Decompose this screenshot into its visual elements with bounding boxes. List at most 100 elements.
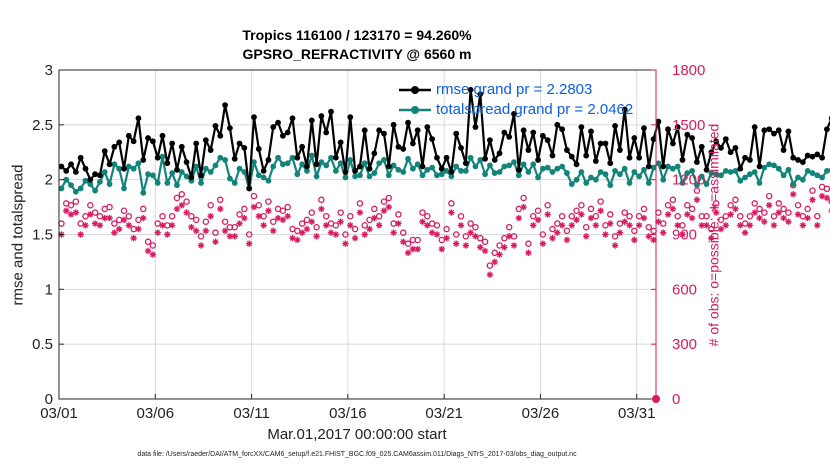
spread-point [804, 167, 811, 174]
obs-possible-point [308, 209, 316, 216]
rmse-point [318, 113, 325, 119]
spread-point [400, 169, 407, 175]
rmse-point [308, 117, 315, 124]
obs-assimilated-point [486, 271, 494, 278]
y-left-tick-label: 3 [45, 62, 53, 79]
spread-point [424, 166, 431, 173]
obs-possible-point [183, 198, 190, 205]
obs-assimilated-point [563, 236, 571, 244]
rmse-point [414, 127, 421, 134]
obs-assimilated-point [323, 222, 330, 229]
obs-possible-point [708, 225, 715, 233]
x-tick-label: 03/21 [425, 405, 463, 422]
obs-assimilated-point [568, 222, 575, 229]
obs-possible-point [462, 233, 470, 240]
rmse-point [135, 115, 142, 122]
obs-assimilated-point [452, 240, 460, 247]
spread-point [434, 172, 440, 179]
obs-assimilated-point [635, 222, 643, 229]
rmse-point [780, 147, 787, 153]
spread-point [645, 180, 652, 186]
obs-assimilated-point [611, 242, 619, 249]
rmse-point [82, 165, 89, 172]
obs-assimilated-point [761, 218, 768, 225]
rmse-point [405, 119, 411, 126]
obs-possible-point [111, 220, 118, 227]
obs-assimilated-point [149, 251, 157, 258]
spread-point [87, 181, 94, 187]
obs-possible-point [481, 238, 489, 246]
obs-assimilated-point [554, 229, 561, 236]
rmse-point [434, 154, 440, 161]
obs-assimilated-point [390, 229, 397, 236]
rmse-point [564, 147, 570, 153]
rmse-point [501, 129, 508, 136]
obs-possible-point [780, 205, 787, 213]
rmse-point [294, 154, 301, 161]
rmse-point [819, 154, 826, 161]
spread-point [409, 165, 416, 172]
obs-assimilated-point [640, 214, 648, 222]
spread-point [304, 167, 310, 174]
rmse-point [799, 159, 806, 166]
spread-point [491, 170, 498, 176]
obs-assimilated-point [260, 222, 267, 229]
rmse-point [669, 140, 676, 147]
obs-assimilated-point [534, 216, 542, 224]
obs-possible-point [144, 238, 152, 246]
obs-possible-point [284, 203, 291, 211]
rmse-point [756, 163, 763, 170]
obs-assimilated-point [674, 222, 681, 229]
rmse-point [742, 154, 748, 161]
y-left-tick-label: 2.5 [32, 117, 53, 134]
obs-assimilated-point [202, 227, 210, 235]
obs-assimilated-point [746, 222, 754, 229]
spread-point [236, 165, 243, 172]
right-axis-endpoint-markers [652, 395, 660, 403]
rmse-point [212, 123, 219, 129]
obs-assimilated-point [501, 244, 508, 251]
obs-possible-point [207, 202, 214, 209]
rmse-point [371, 150, 378, 157]
rmse-point [771, 130, 777, 137]
data-file-footer: data file: /Users/raeder/DAI/ATM_forcXX/… [137, 451, 577, 458]
obs-assimilated-point [756, 214, 763, 222]
obs-assimilated-point [799, 222, 807, 229]
obs-possible-point [645, 223, 653, 231]
y-right-tick-label: 1800 [672, 62, 705, 79]
obs-possible-point [529, 212, 537, 220]
rmse-point [645, 163, 652, 170]
obs-possible-point [448, 200, 455, 207]
rmse-point [284, 129, 291, 136]
y-left-tick-label: 1.5 [32, 227, 53, 244]
obs-possible-point [414, 236, 421, 244]
obs-assimilated-point [375, 222, 383, 229]
rmse-point [87, 176, 94, 183]
obs-assimilated-point [371, 214, 378, 222]
rmse-point [429, 136, 436, 142]
obs-assimilated-point [693, 196, 701, 203]
spread-point [227, 175, 233, 182]
obs-possible-point [558, 212, 566, 220]
spread-point [260, 174, 267, 181]
rmse-point [193, 140, 200, 147]
obs-assimilated-point [428, 229, 436, 236]
obs-possible-point [684, 202, 691, 209]
rmse-point [279, 132, 286, 139]
obs-possible-point [756, 205, 763, 213]
spread-point [106, 181, 113, 187]
spread-point [63, 176, 70, 183]
rmse-point [530, 129, 537, 136]
spread-point [337, 160, 344, 167]
obs-assimilated-point [332, 231, 340, 238]
rmse-point [795, 157, 801, 163]
left-axis: 0 0.5 1 1.5 2 2.5 3 [32, 62, 64, 408]
rmse-point [299, 143, 306, 150]
spread-point [790, 181, 797, 187]
rmse-point [198, 172, 204, 179]
rmse-point [746, 157, 753, 163]
obs-assimilated-point [313, 233, 320, 240]
spread-point [814, 172, 821, 179]
obs-possible-point [746, 212, 754, 220]
obs-assimilated-point [154, 229, 161, 236]
